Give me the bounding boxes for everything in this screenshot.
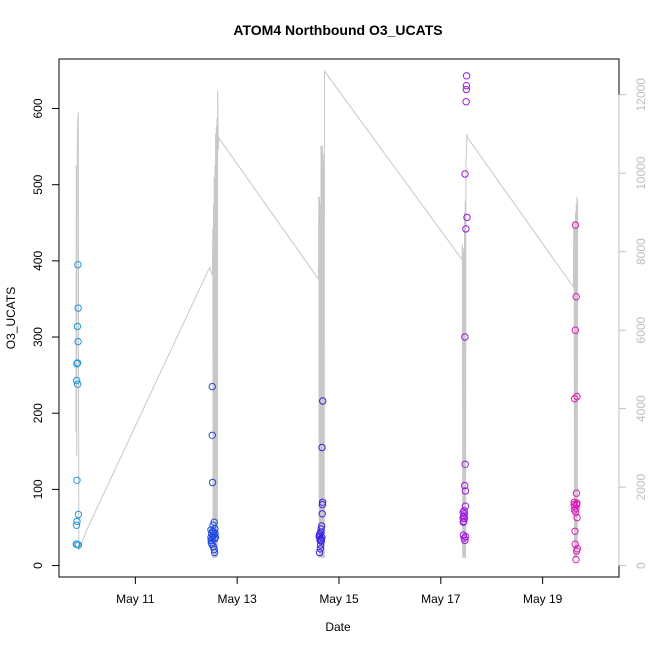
- data-point: [73, 380, 82, 388]
- data-point: [210, 548, 219, 557]
- y-tick-label: 300: [31, 327, 45, 347]
- data-point: [73, 376, 81, 385]
- data-point: [73, 540, 81, 548]
- data-point: [211, 525, 219, 533]
- x-axis-label: Date: [325, 620, 351, 634]
- data-point: [461, 460, 469, 468]
- data-point: [211, 529, 219, 538]
- data-point: [318, 533, 326, 542]
- data-point: [74, 304, 82, 312]
- data-point: [316, 545, 324, 553]
- data-point: [572, 504, 580, 513]
- data-point: [459, 531, 468, 539]
- y-axis-label: O3_UCATS: [4, 287, 18, 349]
- data-point: [208, 478, 217, 487]
- data-point: [73, 322, 82, 331]
- data-point: [462, 98, 470, 106]
- x-tick-label: May 17: [421, 592, 461, 606]
- data-point: [74, 541, 83, 549]
- data-point: [461, 481, 469, 490]
- data-point: [318, 500, 327, 509]
- data-point: [572, 489, 581, 497]
- data-point: [319, 397, 327, 405]
- data-point: [318, 510, 326, 518]
- y-tick-label: 100: [31, 479, 45, 499]
- data-point: [461, 536, 469, 545]
- data-point: [462, 82, 471, 90]
- axes: 0100200300400500600020004000600080001000…: [31, 78, 648, 606]
- y2-tick-label: 6000: [634, 316, 648, 343]
- data-point: [317, 525, 325, 533]
- data-point: [74, 337, 82, 346]
- data-point: [570, 395, 579, 403]
- data-point: [460, 507, 468, 515]
- y-tick-label: 400: [31, 251, 45, 271]
- data-point: [318, 498, 327, 506]
- data-point: [318, 522, 326, 530]
- data-point: [73, 476, 81, 484]
- data-point: [462, 72, 471, 80]
- chart-title: ATOM4 Northbound O3_UCATS: [233, 22, 442, 38]
- data-point: [461, 502, 470, 510]
- data-point: [73, 359, 82, 367]
- data-point: [571, 326, 579, 334]
- data-point: [460, 514, 469, 522]
- y2-tick-label: 0: [634, 562, 648, 569]
- data-point: [572, 508, 580, 516]
- altitude-series: [75, 69, 579, 558]
- y-tick-label: 500: [31, 174, 45, 194]
- y-tick-label: 600: [31, 98, 45, 118]
- data-point: [461, 487, 470, 495]
- y2-tick-label: 10000: [634, 156, 648, 190]
- data-point: [462, 85, 470, 94]
- data-point: [74, 261, 82, 269]
- data-point: [571, 540, 579, 548]
- data-point: [461, 170, 469, 178]
- plot-frame: [58, 58, 620, 578]
- data-point: [571, 527, 579, 535]
- y2-tick-label: 12000: [634, 78, 648, 112]
- data-point: [573, 392, 581, 401]
- data-point: [72, 521, 81, 529]
- x-tick-label: May 13: [218, 592, 258, 606]
- data-point: [210, 545, 218, 554]
- y-tick-label: 0: [31, 562, 45, 569]
- x-tick-label: May 15: [319, 592, 359, 606]
- y2-tick-label: 4000: [634, 395, 648, 422]
- data-point: [211, 533, 220, 542]
- data-point: [571, 221, 580, 229]
- data-point: [317, 537, 325, 545]
- x-tick-label: May 19: [523, 592, 563, 606]
- data-point: [462, 225, 470, 233]
- o3-series: [72, 72, 581, 564]
- data-point: [460, 517, 468, 526]
- data-point: [73, 360, 81, 368]
- y2-tick-label: 8000: [634, 238, 648, 265]
- data-point: [315, 548, 324, 557]
- data-point: [573, 545, 581, 553]
- data-point: [572, 555, 580, 564]
- data-point: [318, 443, 326, 452]
- data-point: [461, 333, 469, 341]
- data-point: [208, 382, 217, 391]
- data-point: [208, 431, 217, 439]
- data-point: [573, 499, 581, 507]
- data-point: [572, 293, 580, 301]
- data-point: [460, 510, 469, 518]
- data-point: [461, 532, 470, 541]
- x-tick-label: May 11: [116, 592, 155, 606]
- y-tick-label: 200: [31, 403, 45, 423]
- altitude-line: [75, 69, 579, 558]
- data-point: [73, 517, 81, 526]
- data-point: [463, 213, 471, 222]
- y2-tick-label: 2000: [634, 473, 648, 500]
- data-point: [573, 513, 581, 522]
- data-point: [74, 510, 83, 519]
